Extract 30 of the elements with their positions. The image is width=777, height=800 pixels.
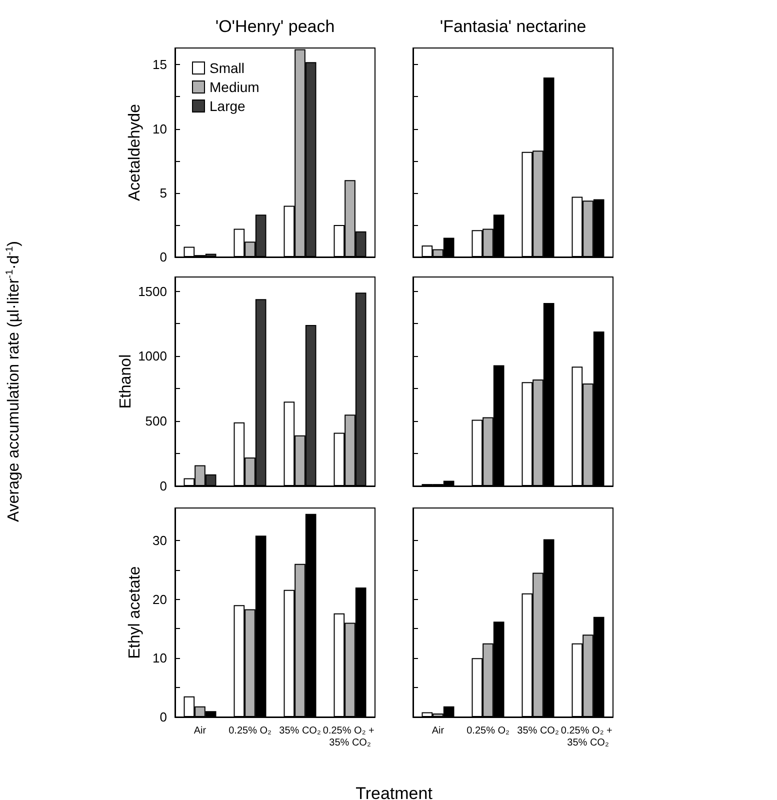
y-tick-label: 1000 <box>138 348 167 364</box>
legend-label: Medium <box>210 79 260 95</box>
chart-title: 'O'Henry' peach <box>215 17 335 36</box>
y-axis-title: Ethyl acetate <box>126 566 144 659</box>
x-tick-label: 35% CO₂ <box>279 726 321 736</box>
x-tick-label: 0.25% O₂ <box>466 726 510 736</box>
y-tick-label: 30 <box>152 532 167 548</box>
y-tick-label: 0 <box>160 250 167 264</box>
x-tick-label: 0.25% O₂ + 35% CO₂ <box>560 726 616 748</box>
y-tick-label: 20 <box>152 592 167 607</box>
y-tick-label: 1500 <box>138 284 167 299</box>
x-tick-label: 0.25% O₂ + 35% CO₂ <box>322 726 378 748</box>
text: Average accumulation rate (µl·liter-1·d-1) <box>4 240 22 522</box>
chart-title: 'Fantasia' nectarine <box>440 17 586 36</box>
y-tick-label: 0 <box>160 478 167 494</box>
x-tick-label: Air <box>432 726 445 736</box>
x-tick-label: 35% CO₂ <box>517 726 559 736</box>
x-axis-title: Treatment <box>356 784 433 800</box>
legend-label: Small <box>210 60 245 76</box>
x-tick-label: Air <box>194 726 207 736</box>
y-tick-label: 0 <box>160 710 167 724</box>
y-tick-label: 15 <box>152 57 167 72</box>
y-axis-title: Acetaldehyde <box>126 104 144 201</box>
x-tick-label: 0.25% O₂ <box>228 726 272 736</box>
y-tick-label: 500 <box>145 414 167 429</box>
y-tick-label: 5 <box>160 185 167 200</box>
y-axis-title: Ethanol <box>118 354 135 409</box>
legend-label: Large <box>210 98 246 114</box>
y-tick-label: 10 <box>152 121 167 136</box>
y-tick-label: 10 <box>152 650 167 666</box>
